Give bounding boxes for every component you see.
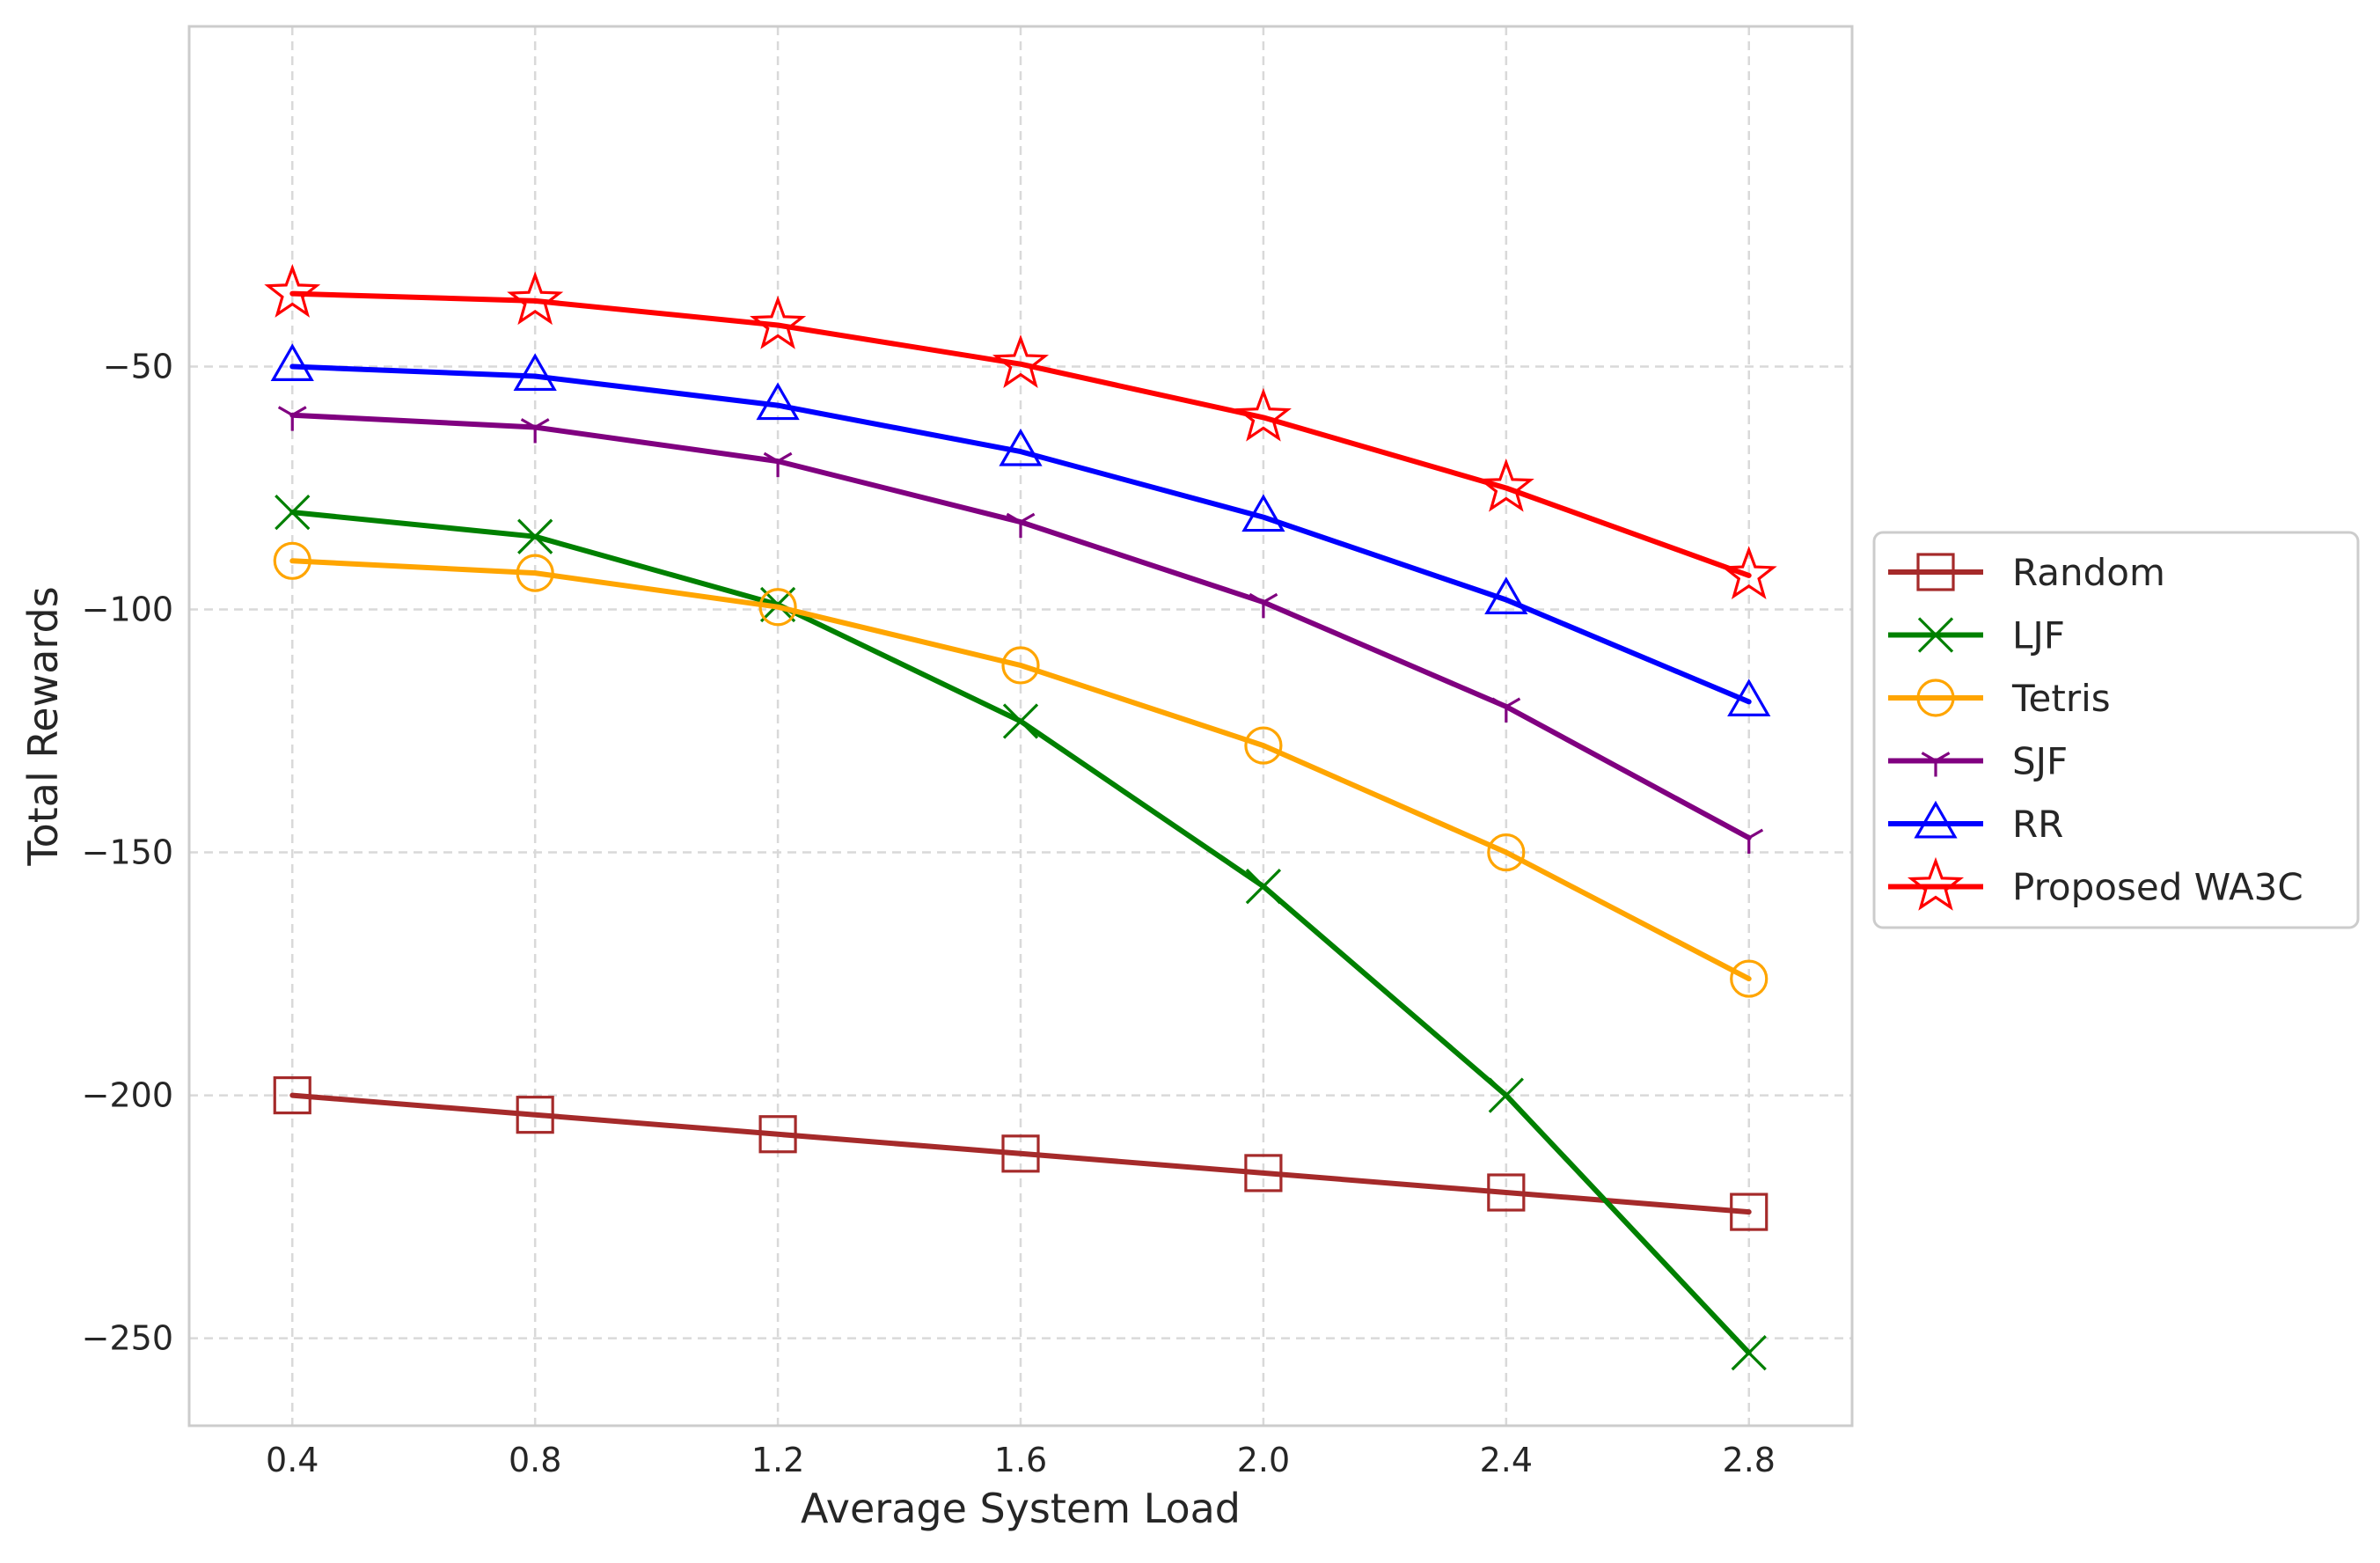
- data-point-marker: [1244, 1154, 1283, 1192]
- legend-marker: [1916, 553, 1955, 591]
- legend-label: Tetris: [2011, 677, 2111, 720]
- data-point-marker: [516, 1096, 554, 1134]
- x-tick-label: 2.8: [1723, 1441, 1776, 1479]
- data-point-marker: [758, 1115, 797, 1154]
- series-proposed-wa3c: [264, 263, 1777, 600]
- x-tick-label: 0.8: [509, 1441, 561, 1479]
- series-line: [289, 363, 1752, 705]
- data-point-marker: [520, 418, 550, 444]
- series-line: [289, 290, 1752, 578]
- data-point-marker: [273, 541, 311, 580]
- grid: [189, 26, 1852, 1426]
- data-point-marker: [1720, 546, 1777, 600]
- legend-marker: [1907, 856, 1965, 911]
- legend-marker: [1921, 752, 1951, 777]
- data-point-marker: [1731, 1335, 1767, 1371]
- data-point-marker: [1001, 646, 1040, 685]
- legend-entry: Tetris: [1888, 677, 2111, 720]
- series-line: [289, 1092, 1752, 1215]
- y-tick-label: −250: [82, 1319, 173, 1358]
- data-point-marker: [1734, 828, 1764, 854]
- legend-entry: Random: [1888, 551, 2165, 594]
- data-point-marker: [275, 494, 311, 531]
- x-tick-label: 2.4: [1480, 1441, 1533, 1479]
- data-point-marker: [763, 451, 793, 478]
- x-tick-label: 1.2: [751, 1441, 804, 1479]
- data-point-marker: [1477, 458, 1534, 512]
- data-point-marker: [1249, 592, 1278, 619]
- data-point-marker: [516, 554, 554, 592]
- legend-box: [1872, 531, 2360, 929]
- data-point-marker: [507, 271, 564, 326]
- data-point-marker: [1002, 703, 1039, 739]
- legend-label: Proposed WA3C: [2012, 866, 2303, 909]
- legend-entry: SJF: [1888, 740, 2068, 783]
- data-point-marker: [273, 1075, 311, 1115]
- data-point-marker: [1727, 679, 1771, 716]
- data-point-marker: [513, 353, 557, 392]
- y-axis-label: Total Rewards: [19, 586, 67, 866]
- series-tetris: [273, 541, 1769, 998]
- legend-label: Random: [2012, 551, 2165, 594]
- legend-marker: [1917, 617, 1954, 653]
- legend-entry: RR: [1888, 800, 2063, 846]
- data-point-marker: [1484, 576, 1528, 615]
- legend-marker: [1914, 800, 1958, 839]
- x-tick-label: 1.6: [994, 1441, 1047, 1479]
- series-layer: [264, 263, 1777, 1371]
- data-point-marker: [264, 263, 321, 318]
- legend-label: RR: [2012, 803, 2063, 846]
- series-line: [289, 558, 1752, 982]
- legend-marker: [1916, 679, 1955, 717]
- series-random: [273, 1075, 1769, 1231]
- data-point-marker: [1006, 512, 1036, 539]
- data-point-marker: [1730, 959, 1769, 998]
- plot-area-frame: [187, 25, 1854, 1427]
- data-point-marker: [999, 428, 1043, 466]
- y-tick-label: −200: [82, 1076, 173, 1115]
- data-point-marker: [1487, 1173, 1526, 1212]
- data-point-marker: [1730, 1192, 1769, 1231]
- data-point-marker: [758, 588, 797, 627]
- legend-label: SJF: [2012, 740, 2068, 783]
- series-ljf: [275, 494, 1767, 1371]
- series-rr: [270, 343, 1771, 716]
- tick-labels: 0.4 0.8 1.2 1.6 2.0 2.4 2.8 −50 −100 −150 −200 −250: [82, 347, 1776, 1479]
- data-point-marker: [1487, 833, 1526, 872]
- data-point-marker: [270, 343, 314, 382]
- data-point-marker: [1245, 869, 1282, 905]
- data-point-marker: [1491, 697, 1521, 723]
- data-point-marker: [992, 334, 1050, 388]
- data-point-marker: [756, 382, 800, 421]
- data-point-marker: [750, 295, 807, 349]
- legend-entry: Proposed WA3C: [1888, 856, 2303, 911]
- data-point-marker: [1241, 494, 1285, 532]
- legend: Random LJF Tetris SJF RR Proposed WA3C: [1872, 531, 2360, 929]
- x-axis-label: Average System Load: [801, 1485, 1241, 1532]
- data-point-marker: [277, 406, 307, 431]
- x-tick-label: 2.0: [1237, 1441, 1290, 1479]
- y-tick-label: −150: [82, 833, 173, 872]
- data-point-marker: [517, 518, 553, 554]
- data-point-marker: [1244, 726, 1283, 765]
- data-point-marker: [1001, 1134, 1040, 1173]
- y-tick-label: −100: [82, 591, 173, 629]
- y-tick-label: −50: [103, 347, 173, 385]
- data-point-marker: [1234, 387, 1292, 442]
- x-tick-label: 0.4: [266, 1441, 319, 1479]
- legend-entry: LJF: [1888, 614, 2065, 657]
- data-point-marker: [1488, 1077, 1524, 1113]
- legend-label: LJF: [2012, 614, 2065, 657]
- series-sjf: [277, 406, 1764, 854]
